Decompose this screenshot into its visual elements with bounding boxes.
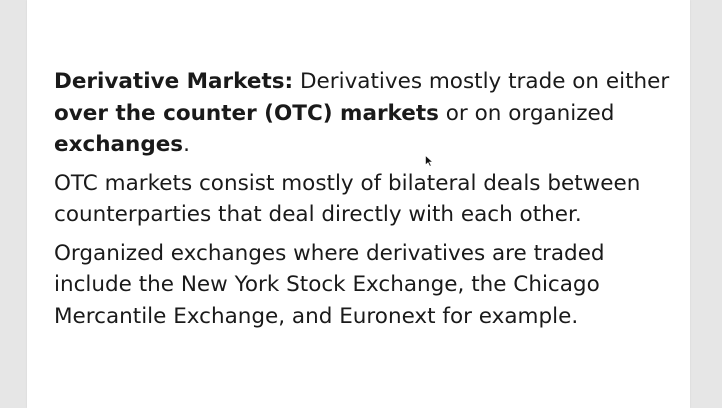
lead-term: Derivative Markets: <box>54 69 294 94</box>
paragraph-organized-exchanges: Organized exchanges where derivatives ar… <box>54 240 605 329</box>
slide-content: Derivative Markets: Derivatives mostly t… <box>54 66 674 339</box>
mouse-pointer-icon <box>425 155 433 167</box>
paragraph-derivative-markets: Derivative Markets: Derivatives mostly t… <box>54 66 674 161</box>
term-otc-markets: over the counter (OTC) markets <box>54 100 439 126</box>
para1-text-3: . <box>183 132 190 157</box>
slide-page: Derivative Markets: Derivatives mostly t… <box>27 0 690 408</box>
paragraph-otc-markets: OTC markets consist mostly of bilateral … <box>54 170 641 228</box>
term-exchanges: exchanges <box>54 132 184 157</box>
para1-text-1: Derivatives mostly trade on either <box>293 69 670 94</box>
para1-text-2: or on organized <box>438 100 615 126</box>
